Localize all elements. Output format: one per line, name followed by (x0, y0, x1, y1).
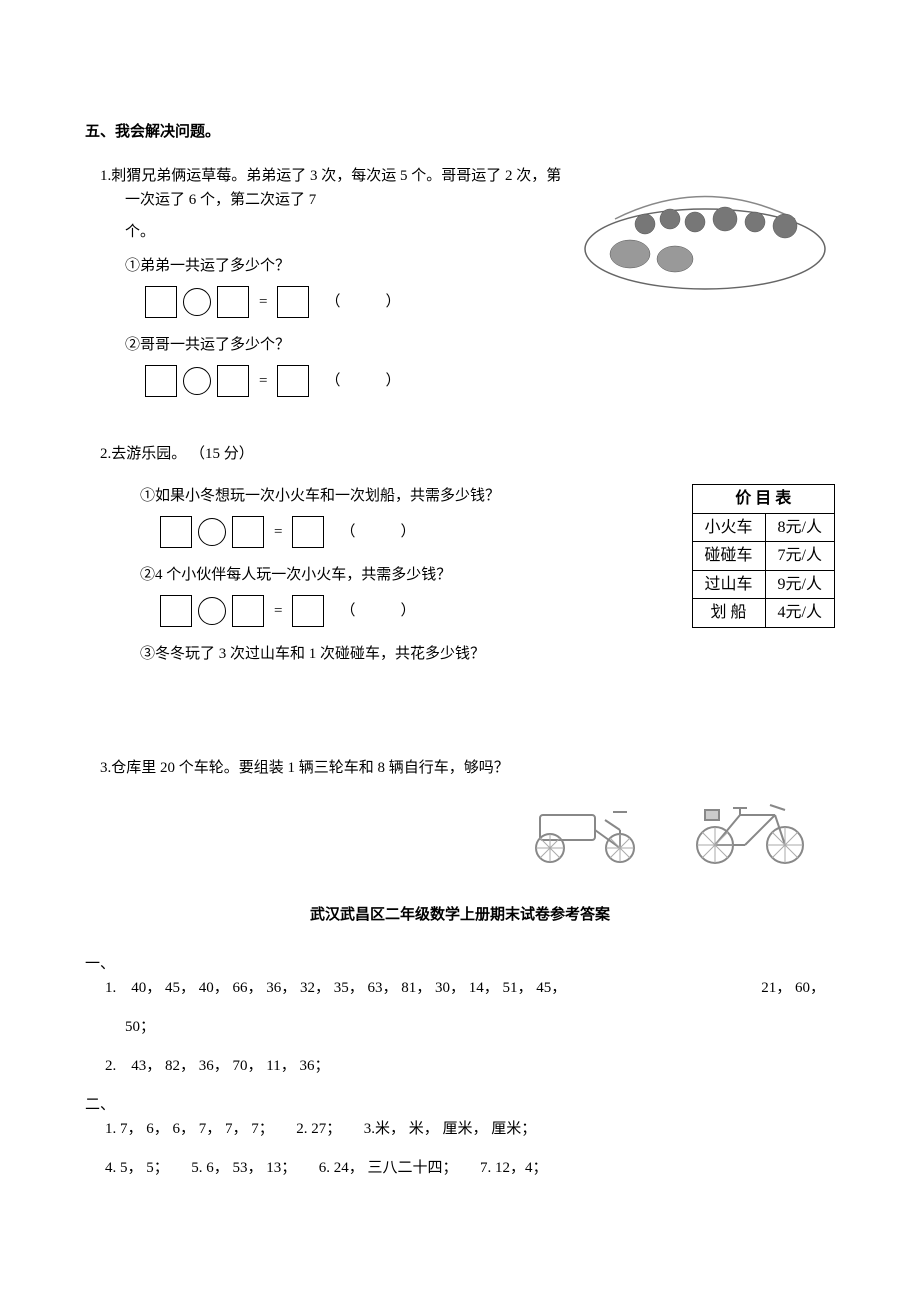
equals-sign: = (255, 290, 271, 314)
unit-paren: （ ） (315, 369, 400, 393)
problem-1: 1.刺猬兄弟俩运草莓。弟弟运了 3 次，每次运 5 个。哥哥运了 2 次，第一次… (85, 164, 835, 412)
price-value: 8元/人 (765, 513, 834, 542)
input-box[interactable] (217, 286, 249, 318)
input-box[interactable] (145, 286, 177, 318)
table-row: 碰碰车 7元/人 (692, 542, 834, 571)
input-box[interactable] (277, 365, 309, 397)
operator-circle[interactable] (183, 288, 211, 316)
answer-section-2: 二、 1. 7， 6， 6， 7， 7， 7； 2. 27； 3.米， 米， 厘… (85, 1093, 835, 1180)
price-name: 划 船 (692, 599, 765, 628)
operator-circle[interactable] (183, 367, 211, 395)
answer-s1-line1b: 21， 60， (761, 976, 835, 1015)
unit-paren: （ ） (330, 520, 415, 544)
price-value: 9元/人 (765, 570, 834, 599)
problem-2: 2.去游乐园。 （15 分） 价 目 表 小火车 8元/人 碰碰车 7元/人 过… (85, 442, 835, 726)
answer-s1-line1a: 1. 40， 45， 40， 66， 36， 32， 35， 63， 81， 3… (85, 976, 566, 1000)
table-row: 小火车 8元/人 (692, 513, 834, 542)
input-box[interactable] (232, 516, 264, 548)
price-name: 碰碰车 (692, 542, 765, 571)
unit-paren: （ ） (330, 599, 415, 623)
input-box[interactable] (232, 595, 264, 627)
answer-s1-label: 一、 (85, 952, 835, 976)
q2-eq2: = （ ） (85, 595, 672, 627)
operator-circle[interactable] (198, 597, 226, 625)
input-box[interactable] (160, 595, 192, 627)
equals-sign: = (270, 520, 286, 544)
hedgehog-image (575, 164, 835, 302)
price-table: 价 目 表 小火车 8元/人 碰碰车 7元/人 过山车 9元/人 划 船 4元/… (692, 484, 835, 628)
input-box[interactable] (160, 516, 192, 548)
price-name: 小火车 (692, 513, 765, 542)
answer-s1-line2: 2. 43， 82， 36， 70， 11， 36； (85, 1054, 835, 1078)
table-row: 过山车 9元/人 (692, 570, 834, 599)
q2-eq1: = （ ） (85, 516, 672, 548)
bicycle-image (685, 790, 815, 873)
operator-circle[interactable] (198, 518, 226, 546)
input-box[interactable] (292, 595, 324, 627)
q1-sub2: ②哥哥一共运了多少个？ (85, 333, 835, 357)
equals-sign: = (270, 599, 286, 623)
input-box[interactable] (217, 365, 249, 397)
price-value: 7元/人 (765, 542, 834, 571)
section-5-title: 五、我会解决问题。 (85, 120, 835, 144)
q1-eq2: = （ ） (85, 365, 835, 397)
price-value: 4元/人 (765, 599, 834, 628)
answer-s2-line1: 1. 7， 6， 6， 7， 7， 7； 2. 27； 3.米， 米， 厘米， … (85, 1117, 835, 1141)
q3-text: 3.仓库里 20 个车轮。要组装 1 辆三轮车和 8 辆自行车，够吗？ (85, 756, 835, 780)
price-name: 过山车 (692, 570, 765, 599)
q2-sub3: ③冬冬玩了 3 次过山车和 1 次碰碰车，共花多少钱？ (85, 642, 835, 666)
answer-title: 武汉武昌区二年级数学上册期末试卷参考答案 (85, 903, 835, 927)
answer-s2-label: 二、 (85, 1093, 835, 1117)
problem-3: 3.仓库里 20 个车轮。要组装 1 辆三轮车和 8 辆自行车，够吗？ (85, 756, 835, 873)
answer-section-1: 一、 1. 40， 45， 40， 66， 36， 32， 35， 63， 81… (85, 952, 835, 1078)
input-box[interactable] (145, 365, 177, 397)
equals-sign: = (255, 369, 271, 393)
unit-paren: （ ） (315, 290, 400, 314)
input-box[interactable] (292, 516, 324, 548)
q2-title: 2.去游乐园。 （15 分） (85, 442, 835, 466)
tricycle-image (525, 790, 655, 873)
answer-s2-line2: 4. 5， 5； 5. 6， 53， 13； 6. 24， 三八二十四； 7. … (85, 1156, 835, 1180)
answer-s1-line1c: 50； (85, 1015, 835, 1039)
input-box[interactable] (277, 286, 309, 318)
q1-eq1: = （ ） (85, 286, 565, 318)
price-table-header: 价 目 表 (692, 485, 834, 514)
table-row: 划 船 4元/人 (692, 599, 834, 628)
